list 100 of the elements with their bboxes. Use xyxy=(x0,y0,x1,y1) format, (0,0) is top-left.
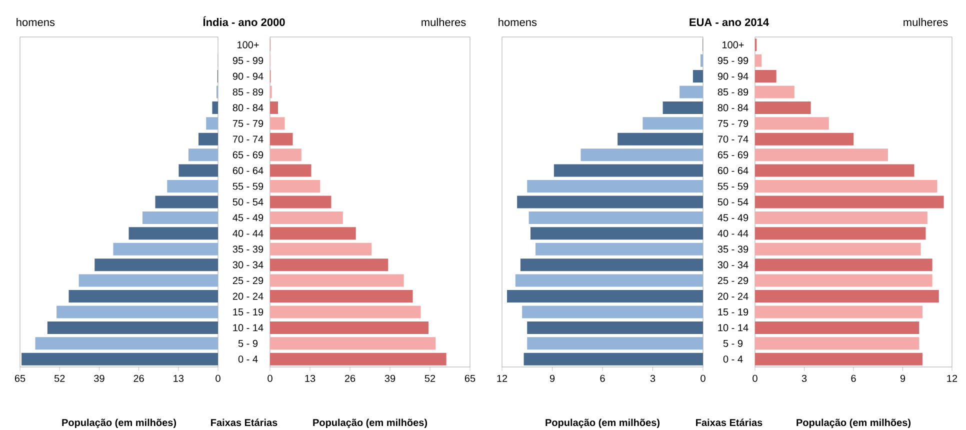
bar xyxy=(517,196,703,208)
bar xyxy=(188,148,218,162)
bar xyxy=(755,148,888,162)
y-tick-label: 90 - 94 xyxy=(232,72,264,80)
x-tick-label: 65 xyxy=(14,374,26,382)
bar xyxy=(68,290,218,303)
bar xyxy=(206,117,218,130)
bar xyxy=(524,352,703,366)
x-tick-label: 6 xyxy=(851,374,856,382)
bar xyxy=(270,180,320,193)
bar xyxy=(755,180,938,193)
text: Índia - ano 2000 xyxy=(203,16,285,26)
x-axis-title: População (em milhões) xyxy=(62,418,176,428)
y-tick-label: 5 - 9 xyxy=(723,340,743,347)
y-tick-label: 45 - 49 xyxy=(718,214,748,222)
bar xyxy=(270,290,413,303)
bar xyxy=(270,132,293,146)
bar xyxy=(755,274,932,287)
y-tick-label: 30 - 34 xyxy=(232,261,264,268)
x-tick-label: 0 xyxy=(268,374,272,382)
bar xyxy=(56,306,218,318)
y-tick-label: 25 - 29 xyxy=(232,277,264,284)
bar xyxy=(755,211,928,224)
y-tick-label: 60 - 64 xyxy=(232,167,264,174)
y-tick-label: 70 - 74 xyxy=(232,136,264,143)
bar xyxy=(527,180,703,193)
y-tick-label: 50 - 54 xyxy=(718,198,748,206)
bar xyxy=(270,242,372,256)
y-tick-label: 15 - 19 xyxy=(718,308,748,316)
y-tick-label: 80 - 84 xyxy=(232,104,264,112)
y-tick-label: 100+ xyxy=(238,41,259,48)
bar xyxy=(755,164,914,177)
bar xyxy=(270,321,428,334)
bar xyxy=(270,227,356,240)
y-tick-label: 65 - 69 xyxy=(718,151,748,158)
bar xyxy=(155,196,218,208)
bar xyxy=(692,70,703,83)
bar xyxy=(618,132,703,146)
y-tick-label: 0 - 4 xyxy=(723,356,743,363)
bar xyxy=(528,211,703,224)
bar xyxy=(212,101,218,114)
bar xyxy=(198,132,218,146)
x-tick-label: 39 xyxy=(384,374,396,382)
x-tick-label: 9 xyxy=(550,374,555,382)
bar xyxy=(536,242,703,256)
bar xyxy=(515,274,703,287)
bar xyxy=(167,180,218,193)
bar xyxy=(755,258,932,272)
text: EUA - ano 2014 xyxy=(690,18,769,26)
bar xyxy=(47,321,218,334)
bar xyxy=(755,227,926,240)
y-tick-label: 95 - 99 xyxy=(232,57,264,64)
bar xyxy=(527,337,703,350)
y-axis-title: Faixas Etárias xyxy=(211,418,278,426)
text: homens xyxy=(498,18,537,26)
bar xyxy=(507,290,703,303)
y-tick-label: 40 - 44 xyxy=(718,230,748,237)
x-tick-label: 0 xyxy=(216,374,220,382)
bar xyxy=(755,101,811,114)
y-tick-label: 75 - 79 xyxy=(718,120,748,127)
bar xyxy=(755,117,829,130)
y-tick-label: 20 - 24 xyxy=(232,292,264,300)
x-tick-label: 12 xyxy=(497,374,508,382)
bar xyxy=(755,337,920,350)
y-tick-label: 10 - 14 xyxy=(718,324,748,332)
bar xyxy=(642,117,703,130)
y-tick-label: 55 - 59 xyxy=(718,182,748,190)
y-tick-label: 35 - 39 xyxy=(718,246,748,253)
bar xyxy=(755,290,939,303)
bar xyxy=(755,70,776,83)
bar xyxy=(113,242,218,256)
bar xyxy=(680,86,703,98)
y-tick-label: 5 - 9 xyxy=(238,340,258,347)
y-tick-label: 65 - 69 xyxy=(232,151,264,158)
bar xyxy=(662,101,703,114)
bar xyxy=(270,258,388,272)
y-tick-label: 85 - 89 xyxy=(232,88,264,96)
x-axis-title: População (em milhões) xyxy=(796,418,911,428)
x-tick-label: 39 xyxy=(94,374,104,382)
y-tick-label: 45 - 49 xyxy=(232,214,264,222)
bar xyxy=(22,352,218,366)
bar xyxy=(270,211,343,224)
y-tick-label: 35 - 39 xyxy=(232,246,264,253)
bar xyxy=(580,148,703,162)
bar xyxy=(520,258,703,272)
bar xyxy=(142,211,218,224)
bar xyxy=(755,86,794,98)
x-tick-label: 13 xyxy=(305,374,316,382)
x-axis-title: População (em milhões) xyxy=(546,418,660,428)
bar xyxy=(755,132,854,146)
bar xyxy=(78,274,218,287)
y-tick-label: 90 - 94 xyxy=(718,72,748,80)
chart-title: mulheres xyxy=(422,18,466,26)
bar xyxy=(270,274,404,287)
x-tick-label: 9 xyxy=(900,374,906,382)
bar xyxy=(270,352,446,366)
x-tick-label: 26 xyxy=(344,374,356,382)
bar xyxy=(755,306,922,318)
y-tick-label: 95 - 99 xyxy=(718,57,748,64)
y-tick-label: 60 - 64 xyxy=(718,167,748,174)
